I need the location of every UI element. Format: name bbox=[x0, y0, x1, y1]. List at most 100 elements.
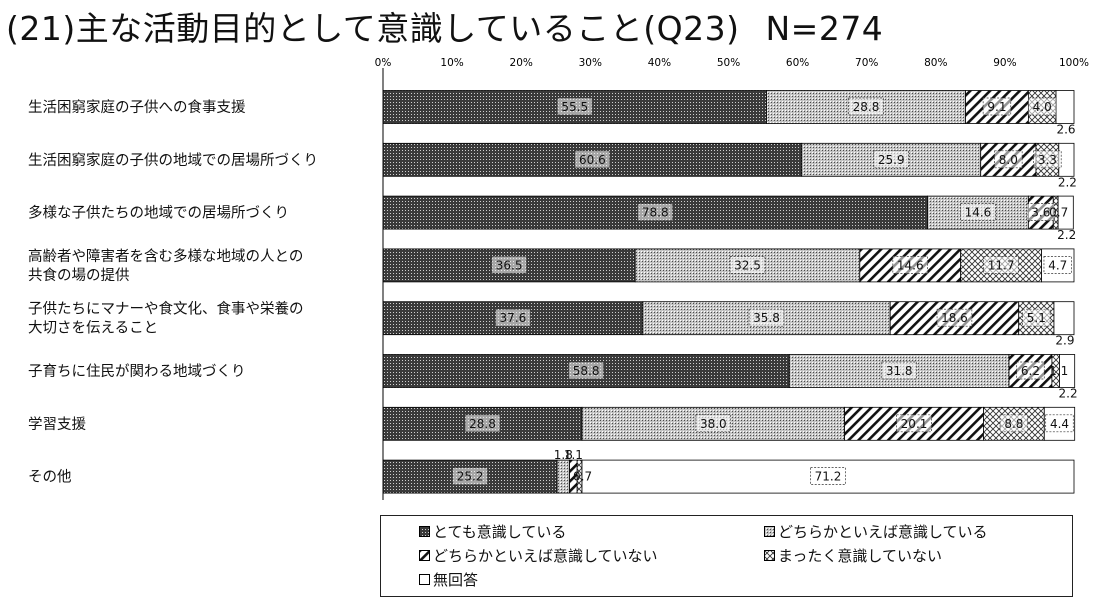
x-tick-label: 10% bbox=[440, 57, 463, 69]
x-tick-label: 50% bbox=[717, 57, 740, 69]
data-label: 31.8 bbox=[886, 364, 913, 378]
data-label-box bbox=[873, 150, 909, 169]
data-label-box bbox=[637, 203, 674, 221]
data-label-box bbox=[748, 308, 785, 327]
data-label-box bbox=[574, 150, 611, 169]
data-label-box bbox=[960, 203, 996, 221]
data-label-box bbox=[491, 256, 527, 274]
legend-item-0: とても意識している bbox=[419, 521, 566, 542]
legend-swatch-2 bbox=[419, 550, 430, 561]
data-label: 38.0 bbox=[700, 417, 727, 431]
x-tick-label: 20% bbox=[510, 57, 533, 69]
legend-label-4: 無回答 bbox=[433, 571, 479, 589]
data-label: 6.2 bbox=[1021, 364, 1040, 378]
data-label: 35.8 bbox=[753, 311, 780, 325]
legend-item-2: どちらかといえば意識していない bbox=[419, 545, 658, 566]
x-tick-label: 0% bbox=[375, 57, 392, 69]
data-label: 60.6 bbox=[579, 153, 606, 167]
data-label-box bbox=[994, 150, 1023, 169]
legend-item-4: 無回答 bbox=[419, 569, 478, 590]
data-label-box bbox=[892, 256, 928, 274]
data-label: 25.2 bbox=[457, 470, 484, 484]
data-label: 8.0 bbox=[999, 153, 1018, 167]
data-label: 4.7 bbox=[1048, 258, 1067, 272]
data-label: 14.6 bbox=[965, 206, 992, 220]
data-label-box bbox=[810, 467, 846, 485]
bar-segment bbox=[1055, 90, 1075, 124]
bar-segment bbox=[556, 459, 570, 494]
data-label: 36.5 bbox=[496, 258, 523, 272]
data-label-box bbox=[729, 256, 766, 274]
data-label-box bbox=[936, 308, 973, 327]
category-label: その他 bbox=[28, 469, 72, 486]
data-label: 28.8 bbox=[469, 417, 496, 431]
category-labels: 生活困窮家庭の子供への食事支援生活困窮家庭の子供の地域での居場所づくり多様な子供… bbox=[28, 99, 318, 486]
data-label: 2.6 bbox=[1056, 123, 1075, 137]
category-label: 子供たちにマナーや食文化、食事や栄養の大切さを伝えること bbox=[28, 300, 304, 337]
data-label-box bbox=[982, 97, 1012, 116]
data-label: 14.6 bbox=[897, 258, 924, 272]
x-tick-label: 90% bbox=[993, 57, 1016, 69]
data-label: 5.1 bbox=[1027, 311, 1046, 325]
legend: とても意識している どちらかといえば意識している どちらかといえば意識していない… bbox=[380, 515, 1073, 597]
data-label-box bbox=[983, 256, 1019, 274]
data-label-box bbox=[695, 414, 732, 433]
data-label: 32.5 bbox=[734, 258, 761, 272]
data-label: 1.1 bbox=[564, 448, 583, 462]
data-label-box bbox=[999, 414, 1029, 433]
category-label: 生活困窮家庭の子供への食事支援 bbox=[28, 99, 246, 116]
chart-title: (21)主な活動目的として意識していること(Q23) N=274 bbox=[6, 2, 883, 50]
title-text: (21)主な活動目的として意識していること(Q23) bbox=[6, 9, 740, 48]
data-label-box bbox=[568, 361, 604, 380]
legend-swatch-3 bbox=[764, 550, 775, 561]
data-label-box bbox=[896, 414, 932, 433]
data-label: 3.3 bbox=[1038, 153, 1057, 167]
legend-label-1: どちらかといえば意識している bbox=[778, 523, 988, 541]
data-labels: 55.5 28.8 9.1 4.02.660.6 25.9 8.0 3.32.278.8 14… bbox=[452, 97, 1078, 485]
legend-item-1: どちらかといえば意識している bbox=[764, 521, 988, 542]
data-label: 18.6 bbox=[941, 311, 968, 325]
legend-label-2: どちらかといえば意識していない bbox=[433, 547, 658, 565]
data-label: 58.8 bbox=[573, 364, 600, 378]
bar-segment bbox=[1053, 301, 1075, 336]
x-tick-label: 40% bbox=[648, 57, 671, 69]
legend-swatch-1 bbox=[764, 526, 775, 537]
category-label: 学習支援 bbox=[28, 416, 86, 433]
data-label: 28.8 bbox=[853, 100, 880, 114]
data-label-box bbox=[1016, 361, 1045, 380]
legend-swatch-0 bbox=[419, 526, 430, 537]
legend-item-3: まったく意識していない bbox=[764, 545, 942, 566]
x-tick-label: 70% bbox=[855, 57, 878, 69]
data-label: 4.0 bbox=[1033, 100, 1052, 114]
legend-label-0: とても意識している bbox=[433, 523, 567, 541]
data-label: 78.8 bbox=[642, 206, 669, 220]
data-label: 37.6 bbox=[500, 311, 527, 325]
bar-segment bbox=[1057, 195, 1074, 230]
data-label: 0.7 bbox=[1049, 206, 1068, 220]
data-label: 2.2 bbox=[1059, 387, 1078, 401]
data-label: 8.8 bbox=[1004, 417, 1023, 431]
data-label: 0.7 bbox=[573, 470, 592, 484]
legend-swatch-4 bbox=[419, 574, 430, 585]
data-label-box bbox=[452, 467, 488, 485]
category-label: 高齢者や障害者を含む多様な地域の人との共食の場の提供 bbox=[28, 247, 303, 284]
data-label-box bbox=[848, 97, 884, 116]
data-label: 55.5 bbox=[561, 100, 588, 114]
data-label-box bbox=[881, 361, 917, 380]
data-label-box bbox=[1033, 150, 1062, 169]
bar-segment bbox=[1059, 354, 1076, 388]
data-label: 3.6 bbox=[1031, 206, 1050, 220]
category-label: 子育ちに住民が関わる地域づくり bbox=[28, 363, 246, 380]
data-label: 1.1 bbox=[1049, 364, 1068, 378]
data-label-box bbox=[1028, 97, 1057, 116]
data-label: 11.7 bbox=[988, 258, 1015, 272]
data-label: 4.4 bbox=[1050, 417, 1069, 431]
x-tick-label: 30% bbox=[579, 57, 602, 69]
category-label: 多様な子供たちの地域での居場所づくり bbox=[28, 205, 289, 222]
data-label-box bbox=[495, 308, 531, 327]
data-label-box bbox=[557, 97, 593, 116]
data-label-box bbox=[1026, 203, 1055, 221]
data-label: 9.1 bbox=[987, 100, 1006, 114]
category-label: 生活困窮家庭の子供の地域での居場所づくり bbox=[28, 152, 318, 169]
